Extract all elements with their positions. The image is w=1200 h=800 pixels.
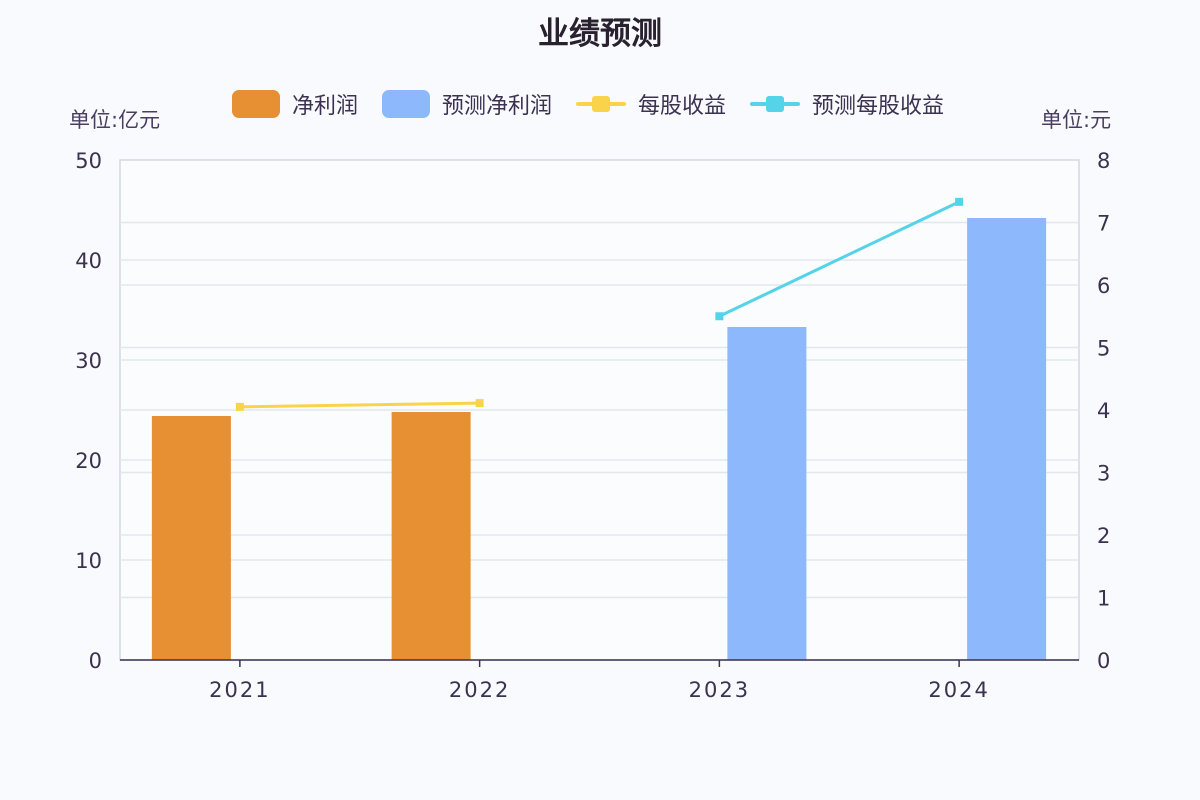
legend-item-forecast-eps[interactable]: 预测每股收益 — [750, 88, 944, 120]
line-series — [239, 401, 480, 409]
right-axis-tick-label: 6 — [1097, 274, 1110, 298]
legend-item-forecast-net-profit[interactable]: 预测净利润 — [382, 88, 552, 120]
legend-item-net-profit[interactable]: 净利润 — [232, 88, 358, 120]
right-axis-tick-label: 5 — [1097, 337, 1110, 361]
bar-2023[interactable] — [727, 327, 807, 660]
line-marker-icon — [576, 90, 627, 118]
bar-2022[interactable] — [391, 412, 471, 660]
left-axis-tick-label: 40 — [75, 249, 102, 273]
bar-swatch-icon — [232, 90, 280, 118]
legend-label: 净利润 — [292, 94, 359, 119]
right-axis-tick-label: 7 — [1097, 212, 1110, 236]
legend-label: 预测每股收益 — [812, 94, 945, 119]
bar-swatch-icon — [382, 90, 431, 118]
right-axis-tick-label: 3 — [1097, 462, 1110, 486]
data-point-marker[interactable] — [955, 197, 964, 206]
right-axis-unit: 单位:元 — [1041, 108, 1112, 132]
x-axis-tick-label: 2021 — [209, 678, 270, 702]
line-series — [718, 200, 960, 318]
right-axis-tick-label: 0 — [1097, 649, 1110, 673]
x-axis-tick-label: 2022 — [449, 678, 510, 702]
legend-label: 每股收益 — [638, 94, 727, 119]
bar-2021[interactable] — [151, 416, 231, 660]
x-axis-tick-label: 2024 — [928, 678, 989, 702]
right-axis-tick-label: 4 — [1097, 399, 1110, 423]
left-axis-tick-label: 50 — [75, 149, 102, 173]
legend: 净利润 预测净利润 每股收益 预测每股收益 — [232, 86, 968, 122]
data-point-marker[interactable] — [235, 402, 244, 411]
right-axis-tick-label: 8 — [1097, 149, 1110, 173]
x-axis-tick-label: 2023 — [689, 678, 750, 702]
left-axis-unit: 单位:亿元 — [69, 108, 161, 132]
chart-title: 业绩预测 — [538, 16, 662, 52]
left-axis-tick-label: 30 — [75, 349, 102, 373]
data-point-marker[interactable] — [475, 399, 484, 408]
legend-label: 预测净利润 — [442, 94, 553, 119]
data-point-marker[interactable] — [715, 312, 724, 321]
left-axis-tick-label: 0 — [89, 649, 102, 673]
right-axis-tick-label: 2 — [1097, 524, 1110, 548]
left-axis-tick-label: 20 — [75, 449, 102, 473]
left-axis-tick-label: 10 — [75, 549, 102, 573]
line-marker-icon — [750, 90, 801, 118]
right-axis-tick-label: 1 — [1097, 587, 1110, 611]
bar-2024[interactable] — [967, 218, 1047, 660]
legend-item-eps[interactable]: 每股收益 — [576, 88, 726, 120]
